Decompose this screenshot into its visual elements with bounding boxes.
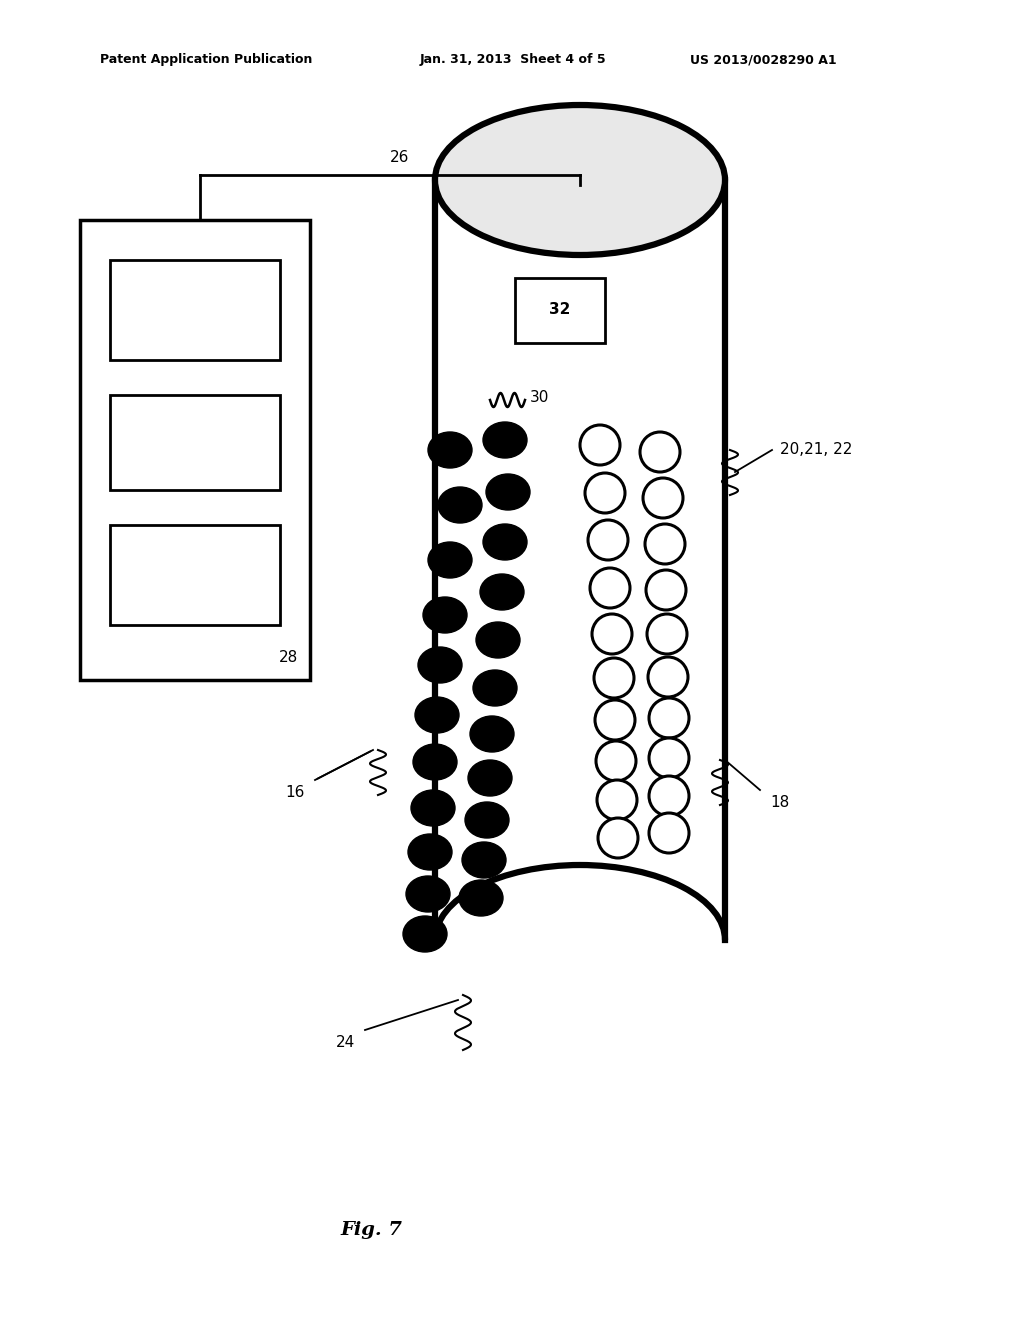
Ellipse shape: [483, 422, 527, 458]
Bar: [515, 279, 605, 343]
Ellipse shape: [598, 818, 638, 858]
Ellipse shape: [597, 780, 637, 820]
Text: 24: 24: [336, 1035, 355, 1049]
Text: 28: 28: [279, 649, 298, 665]
Text: 36: 36: [183, 433, 207, 451]
Text: 16: 16: [286, 785, 305, 800]
Text: 18: 18: [770, 795, 790, 810]
Ellipse shape: [403, 916, 447, 952]
Ellipse shape: [462, 842, 506, 878]
Ellipse shape: [588, 520, 628, 560]
Ellipse shape: [406, 876, 450, 912]
Ellipse shape: [592, 614, 632, 653]
Ellipse shape: [470, 715, 514, 752]
Ellipse shape: [408, 834, 452, 870]
Ellipse shape: [483, 524, 527, 560]
Text: 38: 38: [183, 566, 207, 583]
Ellipse shape: [459, 880, 503, 916]
Ellipse shape: [649, 813, 689, 853]
Ellipse shape: [465, 803, 509, 838]
Text: Jan. 31, 2013  Sheet 4 of 5: Jan. 31, 2013 Sheet 4 of 5: [420, 54, 606, 66]
Ellipse shape: [585, 473, 625, 513]
Ellipse shape: [428, 543, 472, 578]
Text: US 2013/0028290 A1: US 2013/0028290 A1: [690, 54, 837, 66]
Ellipse shape: [473, 671, 517, 706]
Ellipse shape: [645, 524, 685, 564]
Ellipse shape: [643, 478, 683, 517]
Ellipse shape: [596, 741, 636, 781]
Ellipse shape: [468, 760, 512, 796]
Ellipse shape: [486, 474, 530, 510]
Bar: [435, 180, 725, 940]
Ellipse shape: [428, 432, 472, 469]
Text: Patent Application Publication: Patent Application Publication: [100, 54, 312, 66]
Ellipse shape: [413, 744, 457, 780]
Ellipse shape: [594, 657, 634, 698]
Text: Fig. 7: Fig. 7: [340, 1221, 402, 1239]
Ellipse shape: [595, 700, 635, 741]
Ellipse shape: [640, 432, 680, 473]
Ellipse shape: [646, 570, 686, 610]
Ellipse shape: [476, 622, 520, 657]
Bar: [110, 395, 280, 490]
Ellipse shape: [480, 574, 524, 610]
Text: 30: 30: [530, 391, 549, 405]
Ellipse shape: [415, 697, 459, 733]
Ellipse shape: [648, 657, 688, 697]
Text: 20,21, 22: 20,21, 22: [780, 442, 852, 458]
Ellipse shape: [649, 776, 689, 816]
Ellipse shape: [435, 865, 725, 1015]
Ellipse shape: [438, 487, 482, 523]
Ellipse shape: [411, 789, 455, 826]
Ellipse shape: [423, 597, 467, 634]
Ellipse shape: [647, 614, 687, 653]
Ellipse shape: [435, 106, 725, 255]
Ellipse shape: [649, 738, 689, 777]
Bar: [110, 260, 280, 360]
Text: 26: 26: [390, 150, 410, 165]
Bar: [80, 220, 310, 680]
Ellipse shape: [649, 698, 689, 738]
Text: 32: 32: [549, 302, 570, 318]
Text: 34: 34: [183, 301, 207, 319]
Ellipse shape: [590, 568, 630, 609]
Ellipse shape: [418, 647, 462, 682]
Bar: [110, 525, 280, 624]
Ellipse shape: [580, 425, 620, 465]
